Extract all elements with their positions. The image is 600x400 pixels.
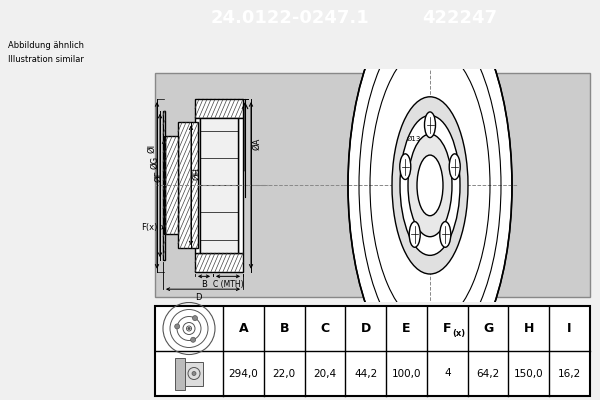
Bar — [155, 306, 590, 396]
Text: A: A — [239, 322, 248, 335]
Polygon shape — [195, 99, 243, 118]
Text: ØG: ØG — [150, 156, 159, 169]
Text: C (MTH): C (MTH) — [212, 280, 244, 289]
Bar — [185, 362, 203, 386]
Circle shape — [191, 337, 196, 342]
Text: ØI: ØI — [147, 144, 156, 153]
Text: ØE: ØE — [154, 170, 163, 182]
Text: 64,2: 64,2 — [476, 368, 500, 378]
Text: 44,2: 44,2 — [354, 368, 377, 378]
Text: D: D — [361, 322, 371, 335]
Text: ØA: ØA — [252, 137, 261, 150]
Text: F: F — [443, 322, 452, 335]
Text: 22,0: 22,0 — [272, 368, 296, 378]
Text: B: B — [280, 322, 289, 335]
Polygon shape — [165, 136, 178, 234]
Text: Ø13: Ø13 — [407, 136, 421, 142]
Bar — [175, 358, 185, 390]
Circle shape — [425, 112, 436, 138]
Circle shape — [417, 155, 443, 216]
Circle shape — [348, 0, 512, 377]
Circle shape — [193, 316, 197, 321]
Text: E: E — [402, 322, 411, 335]
Polygon shape — [238, 118, 243, 253]
Text: (x): (x) — [452, 330, 466, 338]
Polygon shape — [195, 253, 243, 272]
Polygon shape — [195, 118, 200, 253]
Circle shape — [188, 327, 190, 330]
Circle shape — [400, 116, 460, 255]
Text: C: C — [320, 322, 329, 335]
Text: 150,0: 150,0 — [514, 368, 544, 378]
Circle shape — [409, 222, 420, 247]
Text: 422247: 422247 — [422, 9, 497, 27]
Text: Ate: Ate — [354, 178, 426, 216]
Polygon shape — [178, 122, 198, 248]
Text: 4: 4 — [444, 368, 451, 378]
Text: B: B — [201, 280, 207, 289]
Circle shape — [449, 154, 460, 180]
Text: 100,0: 100,0 — [392, 368, 421, 378]
Text: 16,2: 16,2 — [558, 368, 581, 378]
Text: H: H — [524, 322, 534, 335]
Circle shape — [408, 134, 452, 237]
Text: 24.0122-0247.1: 24.0122-0247.1 — [211, 9, 370, 27]
Circle shape — [400, 154, 411, 180]
Text: Abbildung ähnlich: Abbildung ähnlich — [8, 41, 84, 50]
Circle shape — [175, 324, 179, 329]
Text: Illustration similar: Illustration similar — [8, 55, 84, 64]
Bar — [155, 74, 590, 297]
Text: G: G — [483, 322, 493, 335]
Polygon shape — [200, 118, 238, 253]
Text: I: I — [568, 322, 572, 335]
Circle shape — [392, 97, 468, 274]
Text: D: D — [195, 293, 201, 302]
Text: 20,4: 20,4 — [313, 368, 337, 378]
Text: 294,0: 294,0 — [229, 368, 258, 378]
Circle shape — [192, 372, 196, 376]
Text: F(x): F(x) — [140, 223, 157, 232]
Polygon shape — [163, 111, 165, 260]
Circle shape — [440, 222, 451, 247]
Text: ØH: ØH — [192, 167, 201, 180]
